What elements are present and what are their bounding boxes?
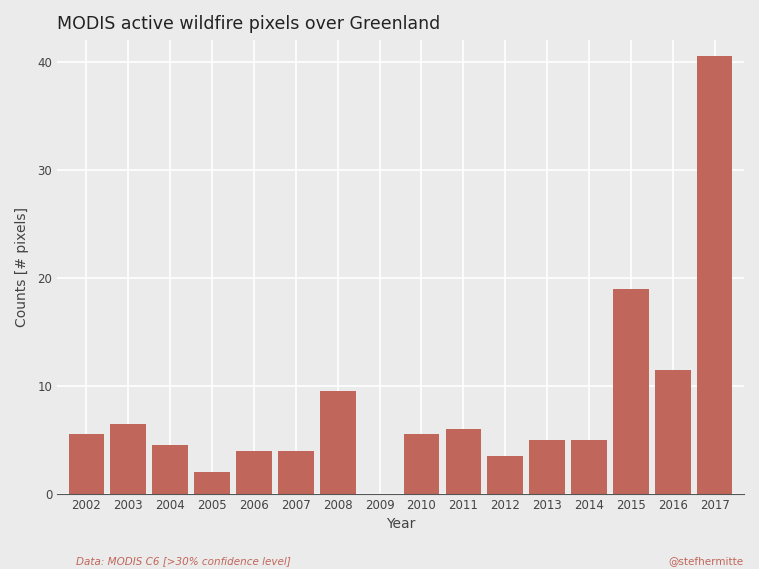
Bar [278,451,313,494]
Text: MODIS active wildfire pixels over Greenland: MODIS active wildfire pixels over Greenl… [57,15,440,33]
Text: Data: MODIS C6 [>30% confidence level]: Data: MODIS C6 [>30% confidence level] [76,556,291,566]
Y-axis label: Counts [# pixels]: Counts [# pixels] [15,207,29,327]
Bar [236,451,272,494]
Bar [529,440,565,494]
Bar [446,429,481,494]
X-axis label: Year: Year [386,517,415,531]
Bar [487,456,523,494]
Text: @stefhermitte: @stefhermitte [669,556,744,566]
Bar [655,370,691,494]
Bar [111,423,146,494]
Bar [68,434,104,494]
Bar [320,391,355,494]
Bar [697,56,732,494]
Bar [153,445,188,494]
Bar [404,434,439,494]
Bar [194,472,230,494]
Bar [572,440,607,494]
Bar [613,288,649,494]
